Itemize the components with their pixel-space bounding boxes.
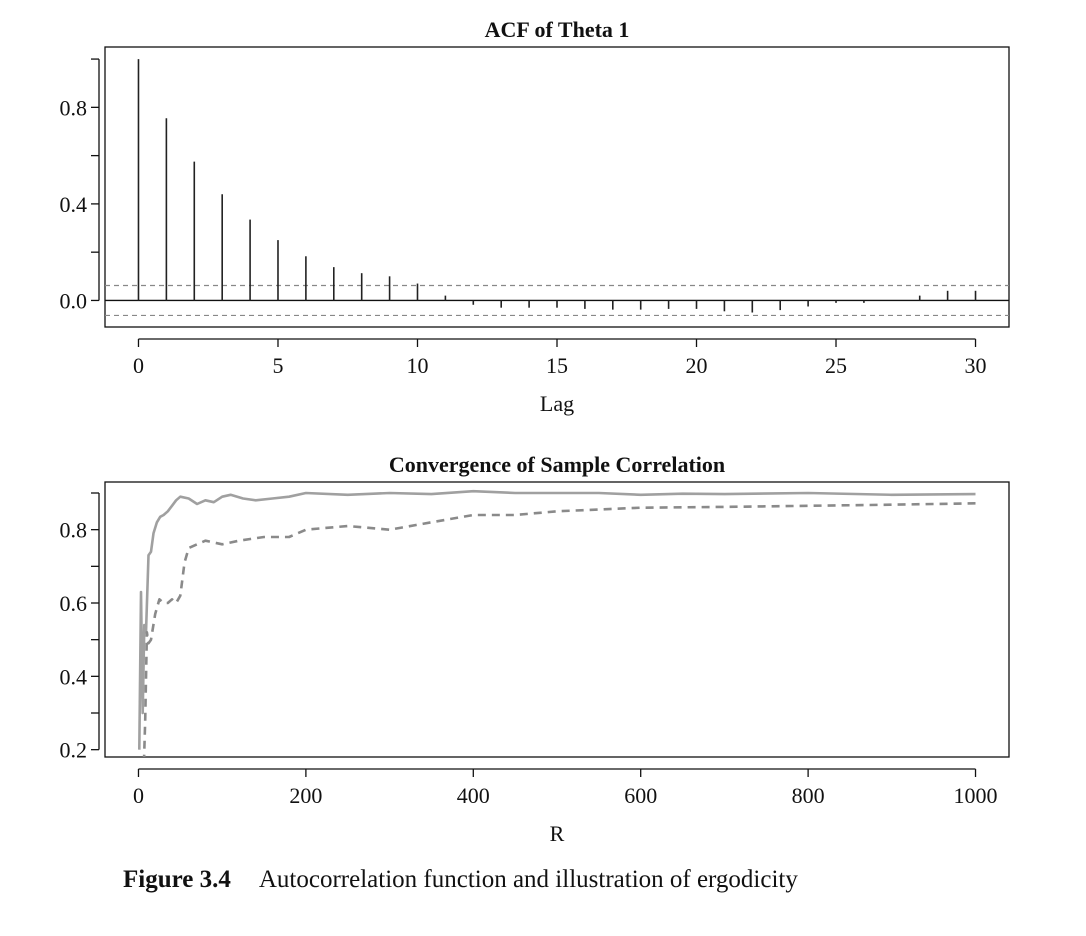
figure-caption-text: Autocorrelation function and illustratio… [258,866,798,893]
x-tick-label: 1000 [954,783,998,808]
figure-number: Figure 3.4 [123,866,231,893]
figure-caption: Figure 3.4 Autocorrelation function and i… [123,866,798,894]
convergence-panel: Convergence of Sample Correlation 0 200 400… [60,452,1010,846]
y-tick-label: 0.0 [60,288,88,313]
series-line-solid [138,489,976,750]
plot-frame [104,481,1010,758]
x-tick-label: 5 [272,353,283,378]
series-line-dashed [142,502,976,757]
x-axis-label: Lag [540,391,574,416]
y-tick-label: 0.6 [60,591,88,616]
acf-panel: ACF of Theta 1 0 5 10 15 20 25 30 Lag 0.0 0.4 0.8 [60,17,1010,416]
chart-title: ACF of Theta 1 [485,17,630,42]
plot-frame [104,46,1010,328]
x-tick-label: 0 [133,783,144,808]
y-tick-label: 0.2 [60,738,88,763]
x-tick-label: 30 [965,353,987,378]
x-tick-label: 0 [133,353,144,378]
x-tick-label: 25 [825,353,847,378]
y-tick-label: 0.8 [60,518,88,543]
x-axis-label: R [550,821,565,846]
x-tick-label: 15 [546,353,568,378]
chart-title: Convergence of Sample Correlation [389,452,725,477]
y-tick-label: 0.4 [60,192,88,217]
y-tick-label: 0.8 [60,95,88,120]
x-tick-label: 10 [406,353,428,378]
x-tick-label: 20 [686,353,708,378]
x-tick-label: 400 [457,783,490,808]
x-tick-label: 600 [624,783,657,808]
x-tick-label: 200 [289,783,322,808]
x-tick-label: 800 [792,783,825,808]
y-tick-label: 0.4 [60,664,88,689]
